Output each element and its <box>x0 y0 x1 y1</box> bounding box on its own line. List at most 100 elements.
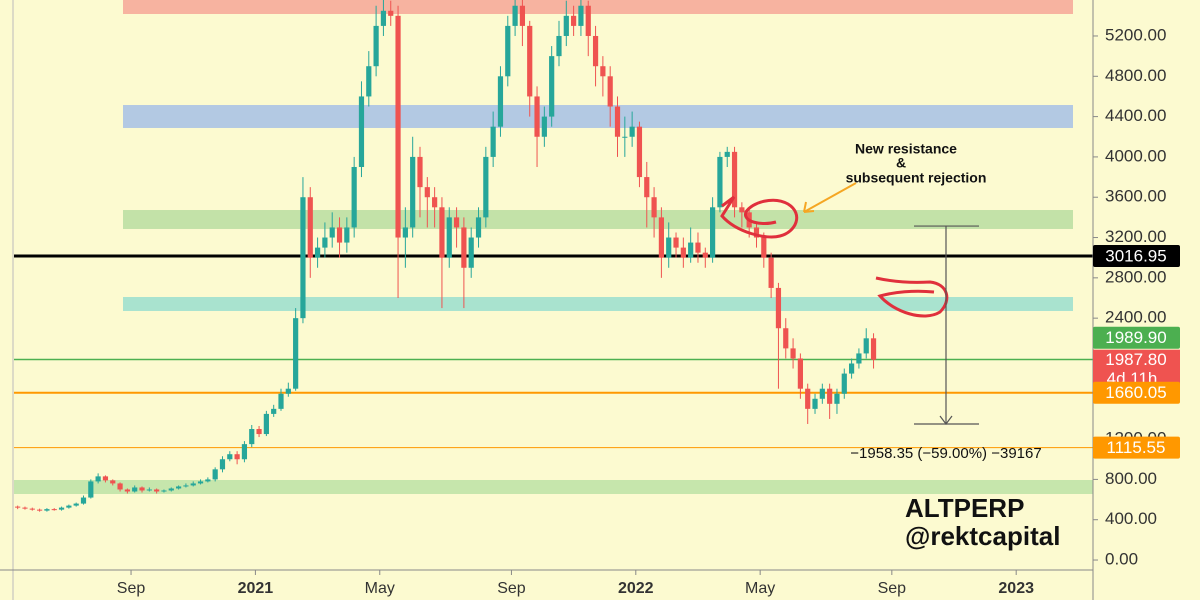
candle-body <box>695 242 701 253</box>
candle-body <box>527 25 533 97</box>
y-tick-label: 4400.00 <box>1105 106 1166 125</box>
candle-body <box>739 207 745 213</box>
candle-body <box>731 151 738 208</box>
candle-body <box>571 15 577 26</box>
candle-body <box>790 348 796 359</box>
candle-body <box>73 503 79 506</box>
candle-body <box>870 338 877 360</box>
candle-body <box>446 217 452 258</box>
candle-body <box>827 388 833 404</box>
candle-body <box>322 237 328 248</box>
candle-body <box>505 25 511 77</box>
candle-body <box>102 476 109 481</box>
candle-body <box>51 509 57 511</box>
arrow <box>803 182 857 213</box>
candle-body <box>600 66 606 77</box>
candle-body <box>644 177 650 198</box>
price-box-label: 1115.55 <box>1107 438 1166 457</box>
candle-body <box>578 5 584 26</box>
candle-body <box>175 486 182 489</box>
candle-body <box>219 459 226 470</box>
candle-body <box>366 66 372 97</box>
candle-body <box>797 358 803 389</box>
candle-body <box>475 217 482 238</box>
candle-body <box>58 507 65 510</box>
candle-body <box>541 116 547 137</box>
candle-body <box>688 242 694 258</box>
candle-body <box>717 156 723 208</box>
candle-body <box>432 197 438 208</box>
candle-body <box>512 5 518 26</box>
y-tick-label: 2800.00 <box>1105 267 1166 286</box>
candle-body <box>424 187 430 198</box>
candle-body <box>819 388 825 399</box>
candle-body <box>37 509 43 511</box>
candle-body <box>15 506 21 508</box>
candle-body <box>66 505 72 508</box>
y-tick-label: 3600.00 <box>1105 187 1166 206</box>
candle-body <box>834 393 840 404</box>
price-box-label: 3016.95 <box>1105 246 1166 265</box>
candle-body <box>358 96 365 167</box>
candle-body <box>863 338 869 354</box>
candle-body <box>117 483 123 490</box>
x-tick-label: May <box>745 580 775 597</box>
candle-body <box>483 156 489 218</box>
candle-body <box>651 197 657 218</box>
candle-body <box>212 469 218 480</box>
candle-body <box>29 508 35 510</box>
candle-body <box>680 247 686 258</box>
candle-body <box>768 257 774 288</box>
candle-body <box>278 393 284 409</box>
candle-body <box>761 237 767 258</box>
arrow-head <box>803 201 815 213</box>
candle-body <box>80 497 87 504</box>
candle-body <box>168 488 174 491</box>
candle-body <box>234 454 240 460</box>
candle-body <box>497 76 504 127</box>
candle-body <box>139 487 145 491</box>
candle-body <box>44 509 50 511</box>
x-tick-label: Sep <box>878 580 907 597</box>
x-tick-label: Sep <box>497 580 526 597</box>
candle-body <box>402 227 408 238</box>
x-tick-label: Sep <box>117 580 146 597</box>
candle-body <box>241 444 248 460</box>
y-tick-label: 4000.00 <box>1105 146 1166 165</box>
zone <box>14 480 1093 495</box>
axes: 0.00400.00800.001200.001600.002000.00240… <box>117 25 1167 597</box>
plot-area: New resistance & subsequent rejection AL… <box>14 0 1093 551</box>
candle-body <box>190 483 196 486</box>
candle-body <box>710 207 716 258</box>
candle-body <box>556 35 562 57</box>
price-box <box>1093 326 1180 349</box>
zone <box>123 0 1073 15</box>
candle-body <box>461 227 467 268</box>
candle-body <box>307 197 313 258</box>
candle-body <box>285 388 291 394</box>
candle-body <box>146 489 152 491</box>
candle-body <box>658 217 664 258</box>
candles <box>15 0 877 512</box>
candle-body <box>373 25 379 67</box>
zone <box>123 210 1073 229</box>
candle-body <box>395 15 401 238</box>
candle-body <box>629 126 635 137</box>
candle-body <box>263 413 269 435</box>
y-tick-label: 2400.00 <box>1105 308 1166 327</box>
candle-body <box>549 56 555 117</box>
measure-label: −1958.35 (−59.00%) −39167 <box>850 445 1041 462</box>
price-box <box>1093 381 1180 404</box>
note-text: & <box>896 155 906 171</box>
y-tick-label: 3200.00 <box>1105 227 1166 246</box>
y-tick-label: 400.00 <box>1105 509 1157 528</box>
candle-body <box>336 227 343 243</box>
candle-body <box>563 15 569 36</box>
candle-body <box>388 10 394 16</box>
candle-body <box>805 388 811 409</box>
candle-body <box>636 126 643 178</box>
candle-body <box>468 237 474 268</box>
candle-body <box>848 363 855 374</box>
candle-body <box>534 96 540 137</box>
